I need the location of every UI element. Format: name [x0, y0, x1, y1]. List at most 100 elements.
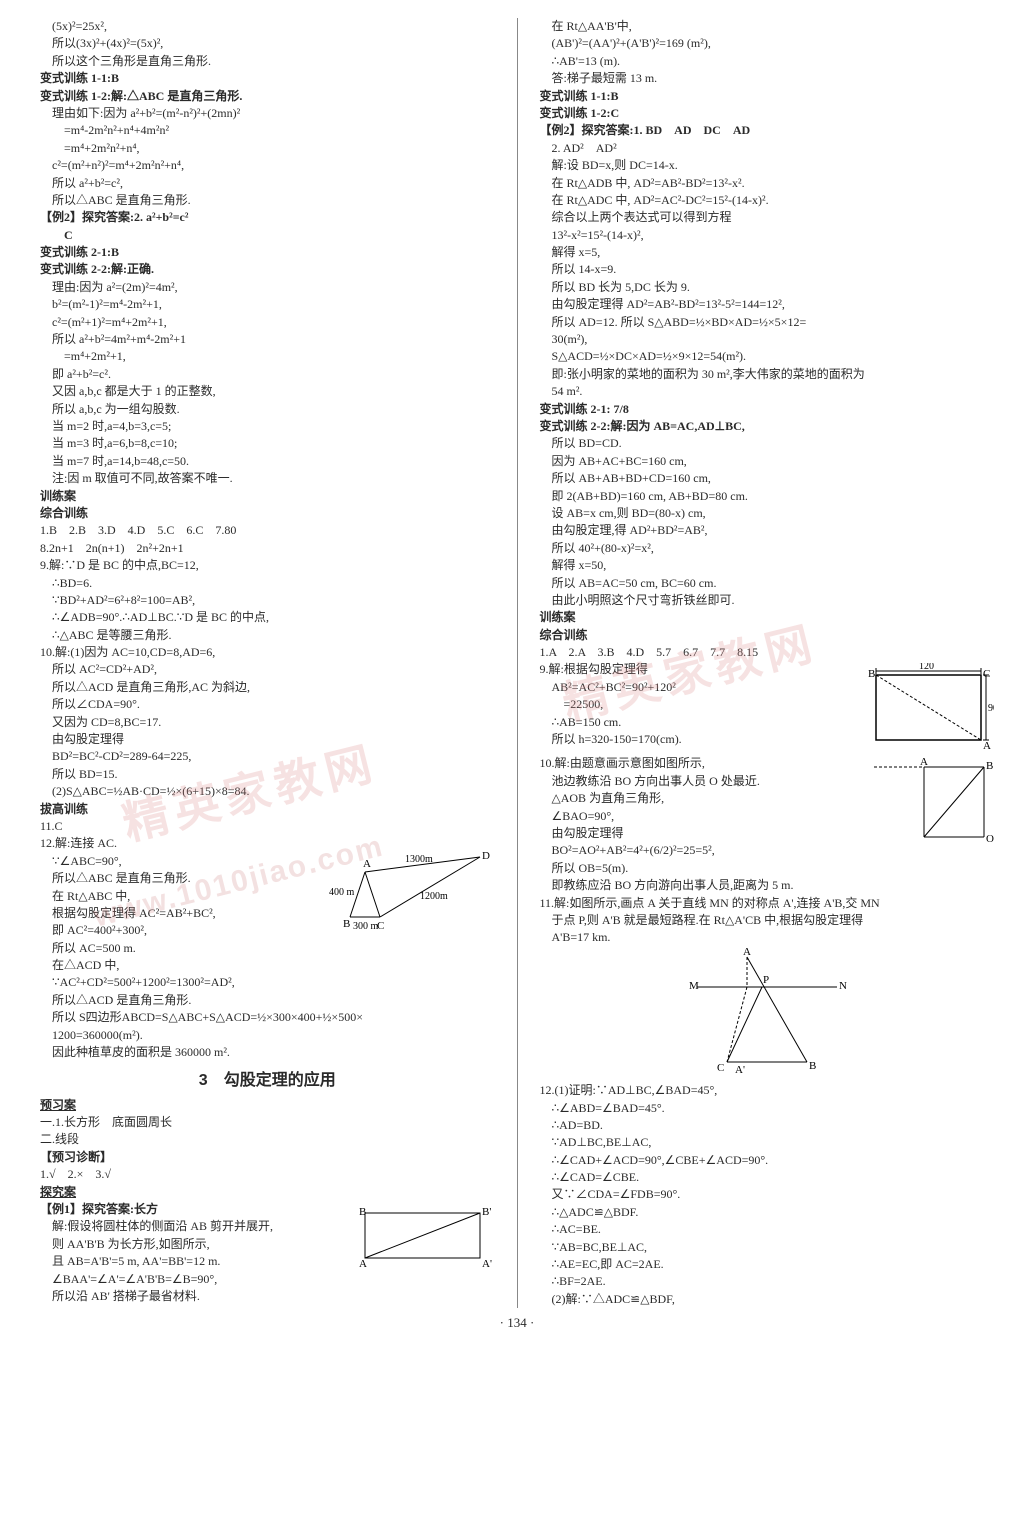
text: 当 m=7 时,a=14,b=48,c=50. [40, 453, 495, 470]
text: 10.解:(1)因为 AC=10,CD=8,AD=6, [40, 644, 495, 661]
text: ∴∠ABD=∠BAD=45°. [540, 1100, 995, 1117]
text: 所以△ABC 是直角三角形. [40, 192, 495, 209]
text: c²=(m²+1)²=m⁴+2m²+1, [40, 314, 495, 331]
figure-q9: 120 90 B C A [864, 663, 994, 753]
subheading: 训练案 [40, 488, 495, 505]
text: ∴AC=BE. [540, 1221, 995, 1238]
text: 11.C [40, 818, 495, 835]
text: 所以△ACD 是直角三角形,AC 为斜边, [40, 679, 495, 696]
text: 理由:因为 a²=(2m)²=4m², [40, 279, 495, 296]
heading: 【预习诊断】 [40, 1149, 495, 1166]
svg-text:B: B [868, 668, 875, 680]
text: (5x)²=25x², [40, 18, 495, 35]
text: ∵AC²+CD²=500²+1200²=1300²=AD², [40, 974, 495, 991]
figure-q10: A B O [864, 757, 994, 852]
subheading: 综合训练 [540, 627, 995, 644]
text: c²=(m²+n²)²=m⁴+2m²n²+n⁴, [40, 157, 495, 174]
heading: 【例2】探究答案:2. a²+b²=c² [40, 209, 495, 226]
text: ∴∠CAD+∠ACD=90°,∠CBE+∠ACD=90°. [540, 1152, 995, 1169]
column-divider [517, 18, 518, 1308]
text: 在 Rt△AA'B'中, [540, 18, 995, 35]
subheading: 综合训练 [40, 505, 495, 522]
heading: 变式训练 1-2:C [540, 105, 995, 122]
svg-text:O: O [986, 833, 994, 845]
svg-text:C: C [983, 668, 990, 680]
label-BC: 300 m [353, 921, 379, 932]
text: =m⁴+2m²n²+n⁴, [40, 140, 495, 157]
figure-q12: A B C D 1300m 1200m 400 m 300 m [325, 837, 495, 937]
svg-text:B: B [359, 1206, 366, 1218]
svg-text:B: B [809, 1060, 816, 1072]
text: 在△ACD 中, [40, 957, 495, 974]
text: ∵AD⊥BC,BE⊥AC, [540, 1134, 995, 1151]
heading: 【例2】探究答案:1. BD AD DC AD [540, 122, 995, 139]
text: 11.解:如图所示,画点 A 关于直线 MN 的对称点 A',连接 A'B,交 … [540, 895, 995, 912]
text: 因为 AB+AC+BC=160 cm, [540, 453, 995, 470]
text: S△ACD=½×DC×AD=½×9×12=54(m²). [540, 348, 995, 365]
text: 所以(3x)²+(4x)²=(5x)², [40, 35, 495, 52]
text: 所以 AB=AC=50 cm, BC=60 cm. [540, 575, 995, 592]
text: 1200=360000(m²). [40, 1027, 495, 1044]
section-title: 3 勾股定理的应用 [40, 1069, 495, 1092]
text: 所以 14-x=9. [540, 261, 995, 278]
text: 解得 x=50, [540, 557, 995, 574]
text: 答:梯子最短需 13 m. [540, 70, 995, 87]
text: b²=(m²-1)²=m⁴-2m²+1, [40, 296, 495, 313]
text: 在 Rt△ADB 中, AD²=AB²-BD²=13²-x². [540, 175, 995, 192]
label-CD: 1200m [420, 891, 448, 902]
label-AB: 400 m [329, 887, 355, 898]
text: 所以 a²+b²=4m²+m⁴-2m²+1 [40, 331, 495, 348]
text: 所以 BD=15. [40, 766, 495, 783]
text: 所以 AB+AB+BD+CD=160 cm, [540, 470, 995, 487]
subheading: 预习案 [40, 1097, 495, 1114]
text: 9.解:∵D 是 BC 的中点,BC=12, [40, 557, 495, 574]
text: 所以 AC²=CD²+AD², [40, 661, 495, 678]
figure-ex1: B B' A A' [355, 1203, 495, 1273]
text: ∴AB'=13 (m). [540, 53, 995, 70]
text: 理由如下:因为 a²+b²=(m²-n²)²+(2mn)² [40, 105, 495, 122]
text: 所以∠CDA=90°. [40, 696, 495, 713]
text: 30(m²), [540, 331, 995, 348]
text: 即 2(AB+BD)=160 cm, AB+BD=80 cm. [540, 488, 995, 505]
text: C [40, 227, 495, 244]
heading: 变式训练 2-1:B [40, 244, 495, 261]
svg-text:A: A [359, 1258, 367, 1270]
text: 由此小明照这个尺寸弯折铁丝即可. [540, 592, 995, 609]
label-A: A [363, 858, 371, 870]
text: 又因 a,b,c 都是大于 1 的正整数, [40, 383, 495, 400]
text: ∴AE=EC,即 AC=2AE. [540, 1256, 995, 1273]
text: ∴△ABC 是等腰三角形. [40, 627, 495, 644]
text: ∴△ADC≌△BDF. [540, 1204, 995, 1221]
text: 1.A 2.A 3.B 4.D 5.7 6.7 7.7 8.15 [540, 644, 995, 661]
text: 因此种植草皮的面积是 360000 m². [40, 1044, 495, 1061]
text: 在 Rt△ADC 中, AD²=AC²-DC²=15²-(14-x)². [540, 192, 995, 209]
label-B: B [343, 918, 350, 930]
svg-text:P: P [763, 974, 769, 986]
label-D: D [482, 850, 490, 862]
svg-text:B': B' [482, 1206, 491, 1218]
svg-text:A': A' [482, 1258, 492, 1270]
text: A'B=17 km. [540, 929, 995, 946]
svg-text:B: B [986, 760, 993, 772]
text: 二.线段 [40, 1131, 495, 1148]
text: 所以 S四边形ABCD=S△ABC+S△ACD=½×300×400+½×500× [40, 1009, 495, 1026]
text: ∴∠ADB=90°.∴AD⊥BC.∵D 是 BC 的中点, [40, 609, 495, 626]
text: 8.2n+1 2n(n+1) 2n²+2n+1 [40, 540, 495, 557]
text: ∴BF=2AE. [540, 1273, 995, 1290]
text: ∠BAA'=∠A'=∠A'B'B=∠B=90°, [40, 1271, 495, 1288]
heading: 变式训练 2-2:解:正确. [40, 261, 495, 278]
text: 解:设 BD=x,则 DC=14-x. [540, 157, 995, 174]
text: (2)解:∵△ADC≌△BDF, [540, 1291, 995, 1308]
svg-text:A': A' [735, 1064, 745, 1076]
text: 由勾股定理得 [40, 731, 495, 748]
text: 设 AB=x cm,则 BD=(80-x) cm, [540, 505, 995, 522]
text: 又∵∠CDA=∠FDB=90°. [540, 1186, 995, 1203]
text: =m⁴-2m²n²+n⁴+4m²n² [40, 122, 495, 139]
text: 2. AD² AD² [540, 140, 995, 157]
heading: 变式训练 2-2:解:因为 AB=AC,AD⊥BC, [540, 418, 995, 435]
text: 13²-x²=15²-(14-x)², [540, 227, 995, 244]
left-column: (5x)²=25x², 所以(3x)²+(4x)²=(5x)², 所以这个三角形… [40, 18, 495, 1308]
subheading: 探究案 [40, 1184, 495, 1201]
text: 当 m=2 时,a=4,b=3,c=5; [40, 418, 495, 435]
svg-text:C: C [717, 1062, 724, 1074]
